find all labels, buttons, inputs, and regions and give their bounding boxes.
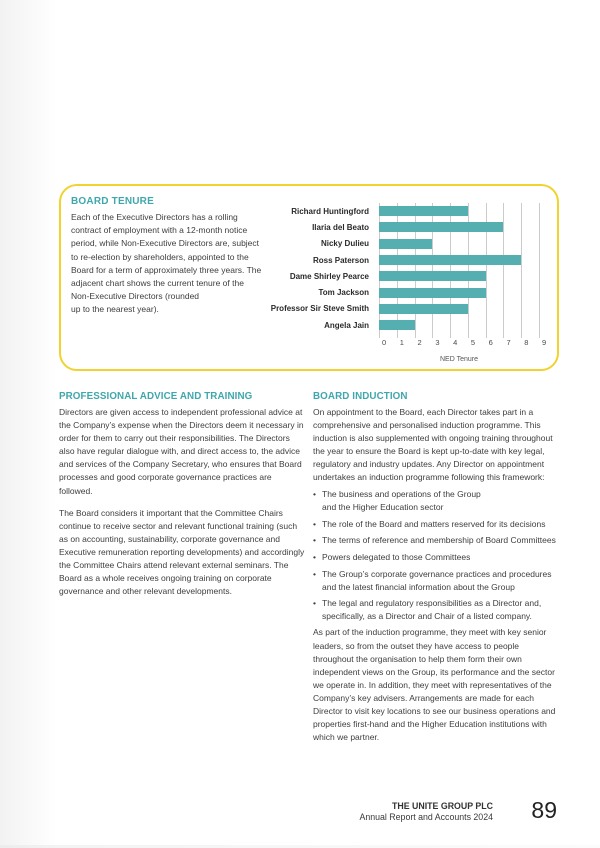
gridline	[379, 203, 380, 339]
chart-bar	[379, 320, 415, 331]
board-tenure-text-block: BOARD TENURE Each of the Executive Direc…	[71, 196, 263, 317]
page-left-edge-shading	[0, 0, 56, 848]
column-board-induction: BOARD INDUCTION On appointment to the Bo…	[313, 391, 559, 744]
chart-x-axis-label: NED Tenure	[439, 356, 478, 364]
gridline	[539, 203, 540, 339]
induction-bullet-item: • The business and operations of the Grou…	[313, 488, 559, 514]
induction-bullet-list: • The business and operations of the Grou…	[313, 488, 559, 623]
gridline	[432, 203, 434, 339]
x-axis-tick-label: 8	[524, 338, 529, 348]
x-axis-tick-label: 0	[382, 338, 387, 348]
bullet-marker: •	[313, 598, 316, 609]
induction-heading: BOARD INDUCTION	[313, 391, 408, 402]
bullet-text: Powers delegated to those Committees	[322, 551, 471, 562]
chart-bar	[379, 287, 486, 298]
chart-category-label: Ross Paterson	[312, 255, 369, 265]
chart-bar	[379, 206, 468, 217]
chart-category-label: Ilaria del Beato	[312, 222, 369, 232]
x-axis-tick-label: 7	[506, 338, 511, 348]
chart-bar-track	[379, 255, 539, 266]
bullet-text: The Group’s corporate governance practic…	[322, 568, 552, 592]
chart-row: Professor Sir Steve Smith	[219, 301, 539, 317]
chart-bar-track	[379, 303, 539, 314]
x-axis-tick-label: 3	[435, 338, 440, 348]
gridline	[485, 203, 487, 339]
page-bottom-edge-shading	[0, 845, 600, 848]
chart-row: Richard Huntingford	[219, 203, 539, 219]
gridline	[414, 203, 416, 339]
chart-row: Dame Shirley Pearce	[219, 268, 539, 284]
bullet-marker: •	[313, 489, 316, 500]
induction-bullet-item: • The role of the Board and matters reser…	[313, 518, 559, 531]
x-axis-tick-label: 6	[488, 338, 493, 348]
chart-plot-area: Richard Huntingford Ilaria del Beato Nicky…	[219, 203, 540, 339]
chart-gridlines	[379, 203, 540, 339]
chart-bar	[379, 303, 468, 314]
chart-bar-track	[379, 222, 539, 233]
induction-bullet-item: • Powers delegated to those Committees	[313, 551, 559, 564]
bullet-marker: •	[313, 518, 316, 529]
gridline	[503, 203, 505, 339]
chart-bar-track	[379, 206, 539, 217]
x-axis-tick-label: 5	[470, 338, 476, 348]
x-axis-tick-label: 9	[542, 338, 547, 348]
chart-row: Angela Jain	[219, 317, 539, 333]
chart-bar	[379, 222, 504, 233]
board-tenure-body: Each of the Executive Directors has a ro…	[71, 212, 262, 315]
footer-report-title: Annual Report and Accounts 2024	[359, 812, 493, 822]
gridline	[396, 203, 398, 339]
chart-row: Nicky Dulieu	[219, 236, 539, 252]
chart-bar-track	[379, 320, 539, 331]
chart-row: Tom Jackson	[219, 284, 539, 300]
chart-category-label: Tom Jackson	[318, 288, 369, 298]
page-number: 89	[531, 797, 557, 823]
chart-category-label: Richard Huntingford	[291, 206, 369, 216]
induction-bullet-item: • The legal and regulatory responsibiliti…	[313, 597, 559, 623]
chart-category-label: Dame Shirley Pearce	[289, 271, 369, 281]
bullet-text: The legal and regulatory responsibilitie…	[322, 598, 542, 622]
chart-category-label: Nicky Dulieu	[320, 239, 369, 249]
chart-row: Ilaria del Beato	[219, 219, 539, 235]
gridline	[467, 203, 469, 339]
bullet-marker: •	[313, 535, 316, 546]
advice-paragraph-1: Directors are given access to independen…	[59, 407, 304, 496]
board-tenure-heading: BOARD TENURE	[71, 196, 154, 207]
chart-row: Ross Paterson	[219, 252, 539, 268]
induction-bullet-item: • The Group’s corporate governance practi…	[313, 568, 559, 594]
chart-category-label: Professor Sir Steve Smith	[270, 304, 369, 314]
chart-bar	[379, 238, 433, 249]
bullet-marker: •	[313, 568, 316, 579]
ned-tenure-bar-chart: Richard Huntingford Ilaria del Beato Nicky…	[219, 203, 546, 364]
board-tenure-panel: BOARD TENURE Each of the Executive Direc…	[59, 184, 559, 371]
footer-company-name: THE UNITE GROUP PLC	[391, 801, 493, 811]
chart-bar	[379, 255, 522, 266]
page-footer: THE UNITE GROUP PLC Annual Report and Ac…	[359, 801, 493, 822]
chart-bar-track	[379, 271, 539, 282]
column-professional-advice: PROFESSIONAL ADVICE AND TRAINING Directo…	[59, 391, 305, 744]
body-columns: PROFESSIONAL ADVICE AND TRAINING Directo…	[59, 391, 559, 744]
bullet-text: The role of the Board and matters reserv…	[322, 518, 546, 529]
x-axis-tick-label: 1	[399, 338, 404, 348]
advice-paragraph-2: The Board considers it important that th…	[59, 507, 305, 597]
chart-category-label: Angela Jain	[324, 320, 369, 330]
induction-paragraph-2: As part of the induction programme, they…	[313, 627, 556, 743]
bullet-text: The business and operations of the Group…	[322, 489, 481, 513]
chart-bar	[379, 271, 486, 282]
induction-paragraph-1: On appointment to the Board, each Direct…	[313, 407, 553, 483]
x-axis-tick-label: 4	[453, 338, 458, 348]
induction-bullet-item: • The terms of reference and membership o…	[313, 534, 559, 547]
gridline	[521, 203, 523, 339]
advice-heading: PROFESSIONAL ADVICE AND TRAINING	[59, 391, 253, 402]
chart-x-axis-ticks: 0 1 2 3 4 5 6 7 8 9	[379, 338, 546, 351]
x-axis-tick-label: 2	[417, 338, 422, 348]
chart-bar-track	[379, 287, 539, 298]
bullet-marker: •	[313, 551, 316, 562]
chart-bar-track	[379, 238, 539, 249]
bullet-text: The terms of reference and membership of…	[322, 535, 556, 546]
gridline	[450, 203, 452, 339]
